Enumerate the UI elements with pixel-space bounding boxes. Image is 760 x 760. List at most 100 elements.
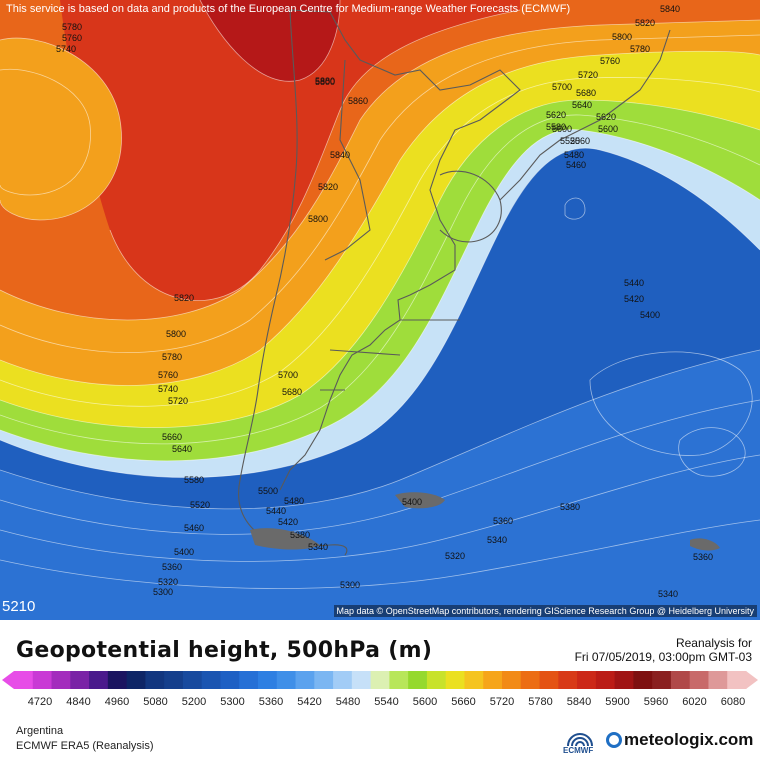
contour-label: 5720	[578, 70, 598, 80]
colorbar-swatch	[464, 671, 484, 689]
contour-label: 5680	[576, 88, 596, 98]
contour-label: 5520	[560, 136, 580, 146]
contour-label: 5800	[308, 214, 328, 224]
contour-label: 5740	[56, 44, 76, 54]
colorbar-swatch	[201, 671, 221, 689]
contour-label: 5600	[552, 124, 572, 134]
colorbar-swatch	[51, 671, 71, 689]
contour-label: 5860	[348, 96, 368, 106]
colorbar-swatch	[577, 671, 597, 689]
contour-label: 5360	[162, 562, 182, 572]
contour-label: 5340	[487, 535, 507, 545]
attribution-bottom: Map data © OpenStreetMap contributors, r…	[333, 605, 757, 617]
legend-tick-label: 5480	[335, 696, 361, 708]
contour-label: 5440	[266, 506, 286, 516]
reanalysis-info: Reanalysis for Fri 07/05/2019, 03:00pm G…	[575, 636, 752, 664]
legend-tick-label: 6080	[720, 696, 746, 708]
ecmwf-logo-icon[interactable]	[558, 728, 602, 758]
contour-label: 5680	[282, 387, 302, 397]
contour-label: 5760	[158, 370, 178, 380]
contour-label: 5340	[308, 542, 328, 552]
contour-label: 5300	[153, 587, 173, 597]
colorbar-right-arrow	[746, 671, 758, 689]
contour-label: 5780	[630, 44, 650, 54]
contour-label: 5500	[258, 486, 278, 496]
legend-tick-label: 5720	[489, 696, 515, 708]
contour-label: 5420	[278, 517, 298, 527]
legend-tick-label: 5080	[143, 696, 168, 708]
contour-label: 5780	[62, 22, 82, 32]
colorbar-swatch	[32, 671, 53, 689]
colorbar-swatch	[483, 671, 503, 689]
colorbar-swatch	[633, 671, 653, 689]
geopotential-map[interactable]: 5780576057405800588058605840582058005820…	[0, 0, 760, 620]
colorbar-swatch	[502, 671, 522, 689]
contour-label: 5340	[658, 589, 678, 599]
contour-label: 5820	[174, 293, 194, 303]
colorbar-swatch	[595, 671, 616, 689]
legend-tick-label: 5300	[220, 696, 245, 708]
colorbar-swatch	[258, 671, 278, 689]
colorbar-swatch	[558, 671, 578, 689]
colorbar-swatch	[333, 671, 353, 689]
contour-label: 5740	[158, 384, 178, 394]
contour-label: 5480	[284, 496, 304, 506]
colorbar-swatch	[126, 671, 146, 689]
legend-tick-label: 5840	[566, 696, 592, 708]
contour-label: 5360	[493, 516, 513, 526]
meteologix-logo[interactable]: meteologix.com	[606, 730, 753, 750]
contour-label: 5600	[598, 124, 618, 134]
contour-label: 5480	[564, 150, 584, 160]
contour-label: 5840	[660, 4, 680, 14]
islands	[250, 492, 720, 551]
colorbar-swatch	[539, 671, 559, 689]
chart-title: Geopotential height, 500hPa (m)	[16, 638, 433, 663]
ecmwf-logo-text: ECMWF	[563, 746, 594, 755]
contour-label: 5380	[290, 530, 310, 540]
band-blue	[0, 350, 760, 620]
contour-label: 5420	[624, 294, 644, 304]
brand-text: meteologix.com	[624, 730, 754, 749]
contour-label: 5800	[612, 32, 632, 42]
contour-label: 5800	[166, 329, 186, 339]
colorbar-swatch	[220, 671, 240, 689]
colorbar-swatch	[182, 671, 203, 689]
corner-value: 5210	[2, 598, 36, 615]
contour-label: 5320	[445, 551, 465, 561]
contour-label: 5760	[600, 56, 620, 66]
colorbar-swatch	[89, 671, 109, 689]
legend-tick-label: 4720	[27, 696, 53, 708]
colorbar-swatch	[107, 671, 128, 689]
colorbar-swatch	[145, 671, 165, 689]
legend-tick-label: 4960	[104, 696, 130, 708]
colorbar-swatch	[445, 671, 465, 689]
band-red	[60, 0, 520, 301]
contour-label: 5620	[546, 110, 566, 120]
colorbar-swatch	[520, 671, 541, 689]
contour-label: 5300	[340, 580, 360, 590]
contour-lines	[0, 0, 760, 589]
colorbar-swatch	[14, 671, 34, 689]
legend-tick-label: 5660	[451, 696, 476, 708]
contour-label: 5520	[190, 500, 210, 510]
colorbar-swatch	[689, 671, 709, 689]
band-west-orange	[0, 38, 122, 220]
contour-label: 5780	[162, 352, 182, 362]
contour-label: 5720	[168, 396, 188, 406]
datetime-label: Fri 07/05/2019, 03:00pm GMT-03	[574, 650, 752, 664]
meteologix-icon	[606, 732, 622, 748]
contour-label: 5460	[184, 523, 204, 533]
legend-tick-label: 6020	[682, 696, 707, 708]
contour-label: 5620	[596, 112, 616, 122]
model-label: ECMWF ERA5 (Reanalysis)	[16, 740, 154, 752]
legend-tick-label: 5600	[412, 696, 438, 708]
contour-label: 5400	[174, 547, 194, 557]
colorbar-swatch	[652, 671, 672, 689]
legend-tick-label: 4840	[66, 696, 91, 708]
contour-label: 5320	[158, 577, 178, 587]
contour-label: 5760	[62, 33, 82, 43]
contour-label: 5700	[552, 82, 572, 92]
colorbar-swatch	[708, 671, 728, 689]
contour-label: 5400	[640, 310, 660, 320]
legend-tick-label: 5540	[374, 696, 399, 708]
